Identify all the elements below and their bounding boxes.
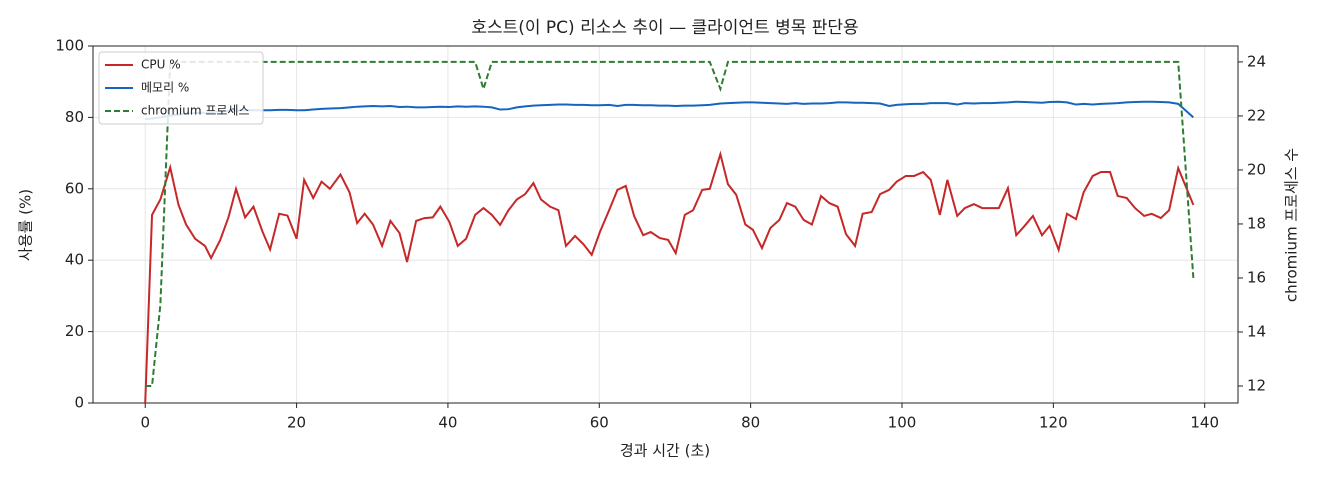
- y2-tick-label: 22: [1247, 106, 1266, 124]
- x-axis-label: 경과 시간 (초): [620, 442, 710, 460]
- legend-label: 메모리 %: [141, 81, 189, 95]
- legend-box: [98, 51, 264, 125]
- y-tick-label: 0: [74, 394, 84, 412]
- y-tick-label: 20: [65, 322, 84, 340]
- chart-title: 호스트(이 PC) 리소스 추이 — 클라이언트 병목 판단용: [471, 18, 858, 38]
- y-axis-label: 사용률 (%): [17, 189, 35, 261]
- x-tick-label: 100: [888, 414, 917, 432]
- x-tick-label: 20: [287, 414, 306, 432]
- y2-tick-label: 16: [1247, 268, 1266, 286]
- y-tick-label: 100: [55, 37, 84, 55]
- y-tick-label: 80: [65, 108, 84, 126]
- y2-tick-label: 14: [1247, 322, 1266, 340]
- plot-frame: [92, 45, 1239, 404]
- x-tick-label: 140: [1190, 414, 1219, 432]
- y-tick-label: 60: [65, 179, 84, 197]
- x-tick-label: 60: [590, 414, 609, 432]
- x-tick-label: 80: [741, 414, 760, 432]
- y2-axis-label: chromium 프로세스 수: [1283, 148, 1301, 302]
- y2-tick-label: 20: [1247, 160, 1266, 178]
- x-tick-label: 120: [1039, 414, 1068, 432]
- series-line: [145, 100, 1195, 121]
- y-tick-label: 40: [65, 251, 84, 269]
- y2-tick-label: 18: [1247, 214, 1266, 232]
- legend-label: CPU %: [141, 58, 181, 72]
- y2-tick-label: 12: [1247, 376, 1266, 394]
- series-line: [145, 60, 1195, 387]
- x-tick-label: 0: [140, 414, 150, 432]
- y2-tick-label: 24: [1247, 52, 1266, 70]
- legend-label: chromium 프로세스: [141, 104, 250, 118]
- x-tick-label: 40: [438, 414, 457, 432]
- series-line: [144, 150, 1195, 404]
